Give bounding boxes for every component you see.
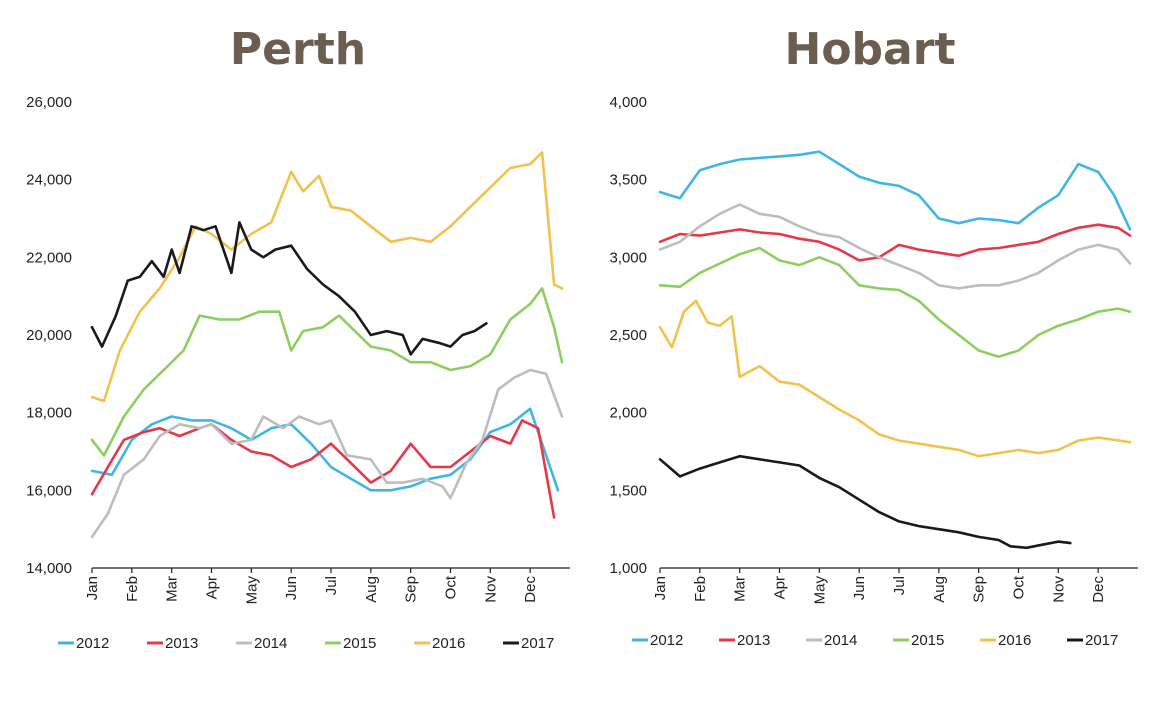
x-tick-label: Feb <box>124 576 141 602</box>
x-tick-label: Dec <box>1090 576 1107 603</box>
series-line-2014 <box>658 203 1132 290</box>
y-tick-label: 14,000 <box>26 560 72 577</box>
x-tick-label: May <box>243 576 260 605</box>
series-line-2017 <box>90 221 488 356</box>
series-line-2013 <box>658 223 1132 262</box>
y-tick-label: 3,000 <box>609 249 647 266</box>
legend-label: 2015 <box>343 635 376 652</box>
y-tick-label: 1,000 <box>609 560 647 577</box>
x-tick-label: Jul <box>323 576 340 595</box>
chart-panel-perth: Perth 14,000 16,000 18,000 20,000 22,000 24,00… <box>26 24 570 652</box>
legend-label: 2012 <box>76 635 109 652</box>
legend-label: 2016 <box>432 635 465 652</box>
legend-label: 2013 <box>165 635 198 652</box>
chart-title: Hobart <box>785 24 956 75</box>
chart-panel-hobart: Hobart 1,000 1,500 2,000 2,500 3,000 3,500 4,00… <box>609 24 1138 649</box>
x-tick-label: Aug <box>931 576 948 603</box>
x-tick-label: Jun <box>851 576 868 600</box>
y-tick-label: 26,000 <box>26 94 72 111</box>
y-tick-label: 16,000 <box>26 482 72 499</box>
x-tick-label: Sep <box>971 576 988 603</box>
series-line-2012 <box>90 407 560 492</box>
y-tick-label: 4,000 <box>609 94 647 111</box>
legend-label: 2014 <box>824 632 857 649</box>
series-line-2012 <box>658 150 1132 231</box>
x-tick-label: Mar <box>732 576 749 602</box>
x-tick-label: Jul <box>891 576 908 595</box>
x-tick-label: Apr <box>204 576 221 599</box>
x-tick-label: Sep <box>403 576 420 603</box>
legend-label: 2016 <box>998 632 1031 649</box>
x-tick-label: Nov <box>1050 576 1067 603</box>
x-tick-label: Mar <box>164 576 181 602</box>
x-tick-label: Oct <box>1011 575 1028 599</box>
x-tick-label: May <box>811 576 828 605</box>
x-tick-label: Oct <box>443 575 460 599</box>
y-tick-label: 20,000 <box>26 327 72 344</box>
x-tick-label: Jun <box>283 576 300 600</box>
x-tick-label: Jan <box>84 576 101 600</box>
x-tick-label: Nov <box>482 576 499 603</box>
legend-label: 2014 <box>254 635 287 652</box>
y-tick-label: 18,000 <box>26 405 72 422</box>
legend-label: 2017 <box>521 635 554 652</box>
series-line-2016 <box>90 151 564 403</box>
series-line-2013 <box>90 419 556 519</box>
x-tick-label: Jan <box>652 576 669 600</box>
x-tick-label: Feb <box>692 576 709 602</box>
series-line-2015 <box>90 287 564 457</box>
y-tick-label: 2,500 <box>609 327 647 344</box>
legend-label: 2013 <box>737 632 770 649</box>
y-tick-label: 24,000 <box>26 172 72 189</box>
y-tick-label: 2,000 <box>609 405 647 422</box>
series-line-2017 <box>658 454 1072 550</box>
series-line-2015 <box>658 246 1132 358</box>
series-line-2014 <box>90 368 564 539</box>
y-tick-label: 3,500 <box>609 172 647 189</box>
chart-title: Perth <box>230 24 366 75</box>
y-tick-label: 1,500 <box>609 482 647 499</box>
x-tick-label: Dec <box>522 576 539 603</box>
legend-label: 2012 <box>650 632 683 649</box>
legend-label: 2017 <box>1085 632 1118 649</box>
x-tick-label: Apr <box>772 576 789 599</box>
legend-label: 2015 <box>911 632 944 649</box>
x-tick-label: Aug <box>363 576 380 603</box>
series-line-2016 <box>658 299 1132 458</box>
y-tick-label: 22,000 <box>26 249 72 266</box>
